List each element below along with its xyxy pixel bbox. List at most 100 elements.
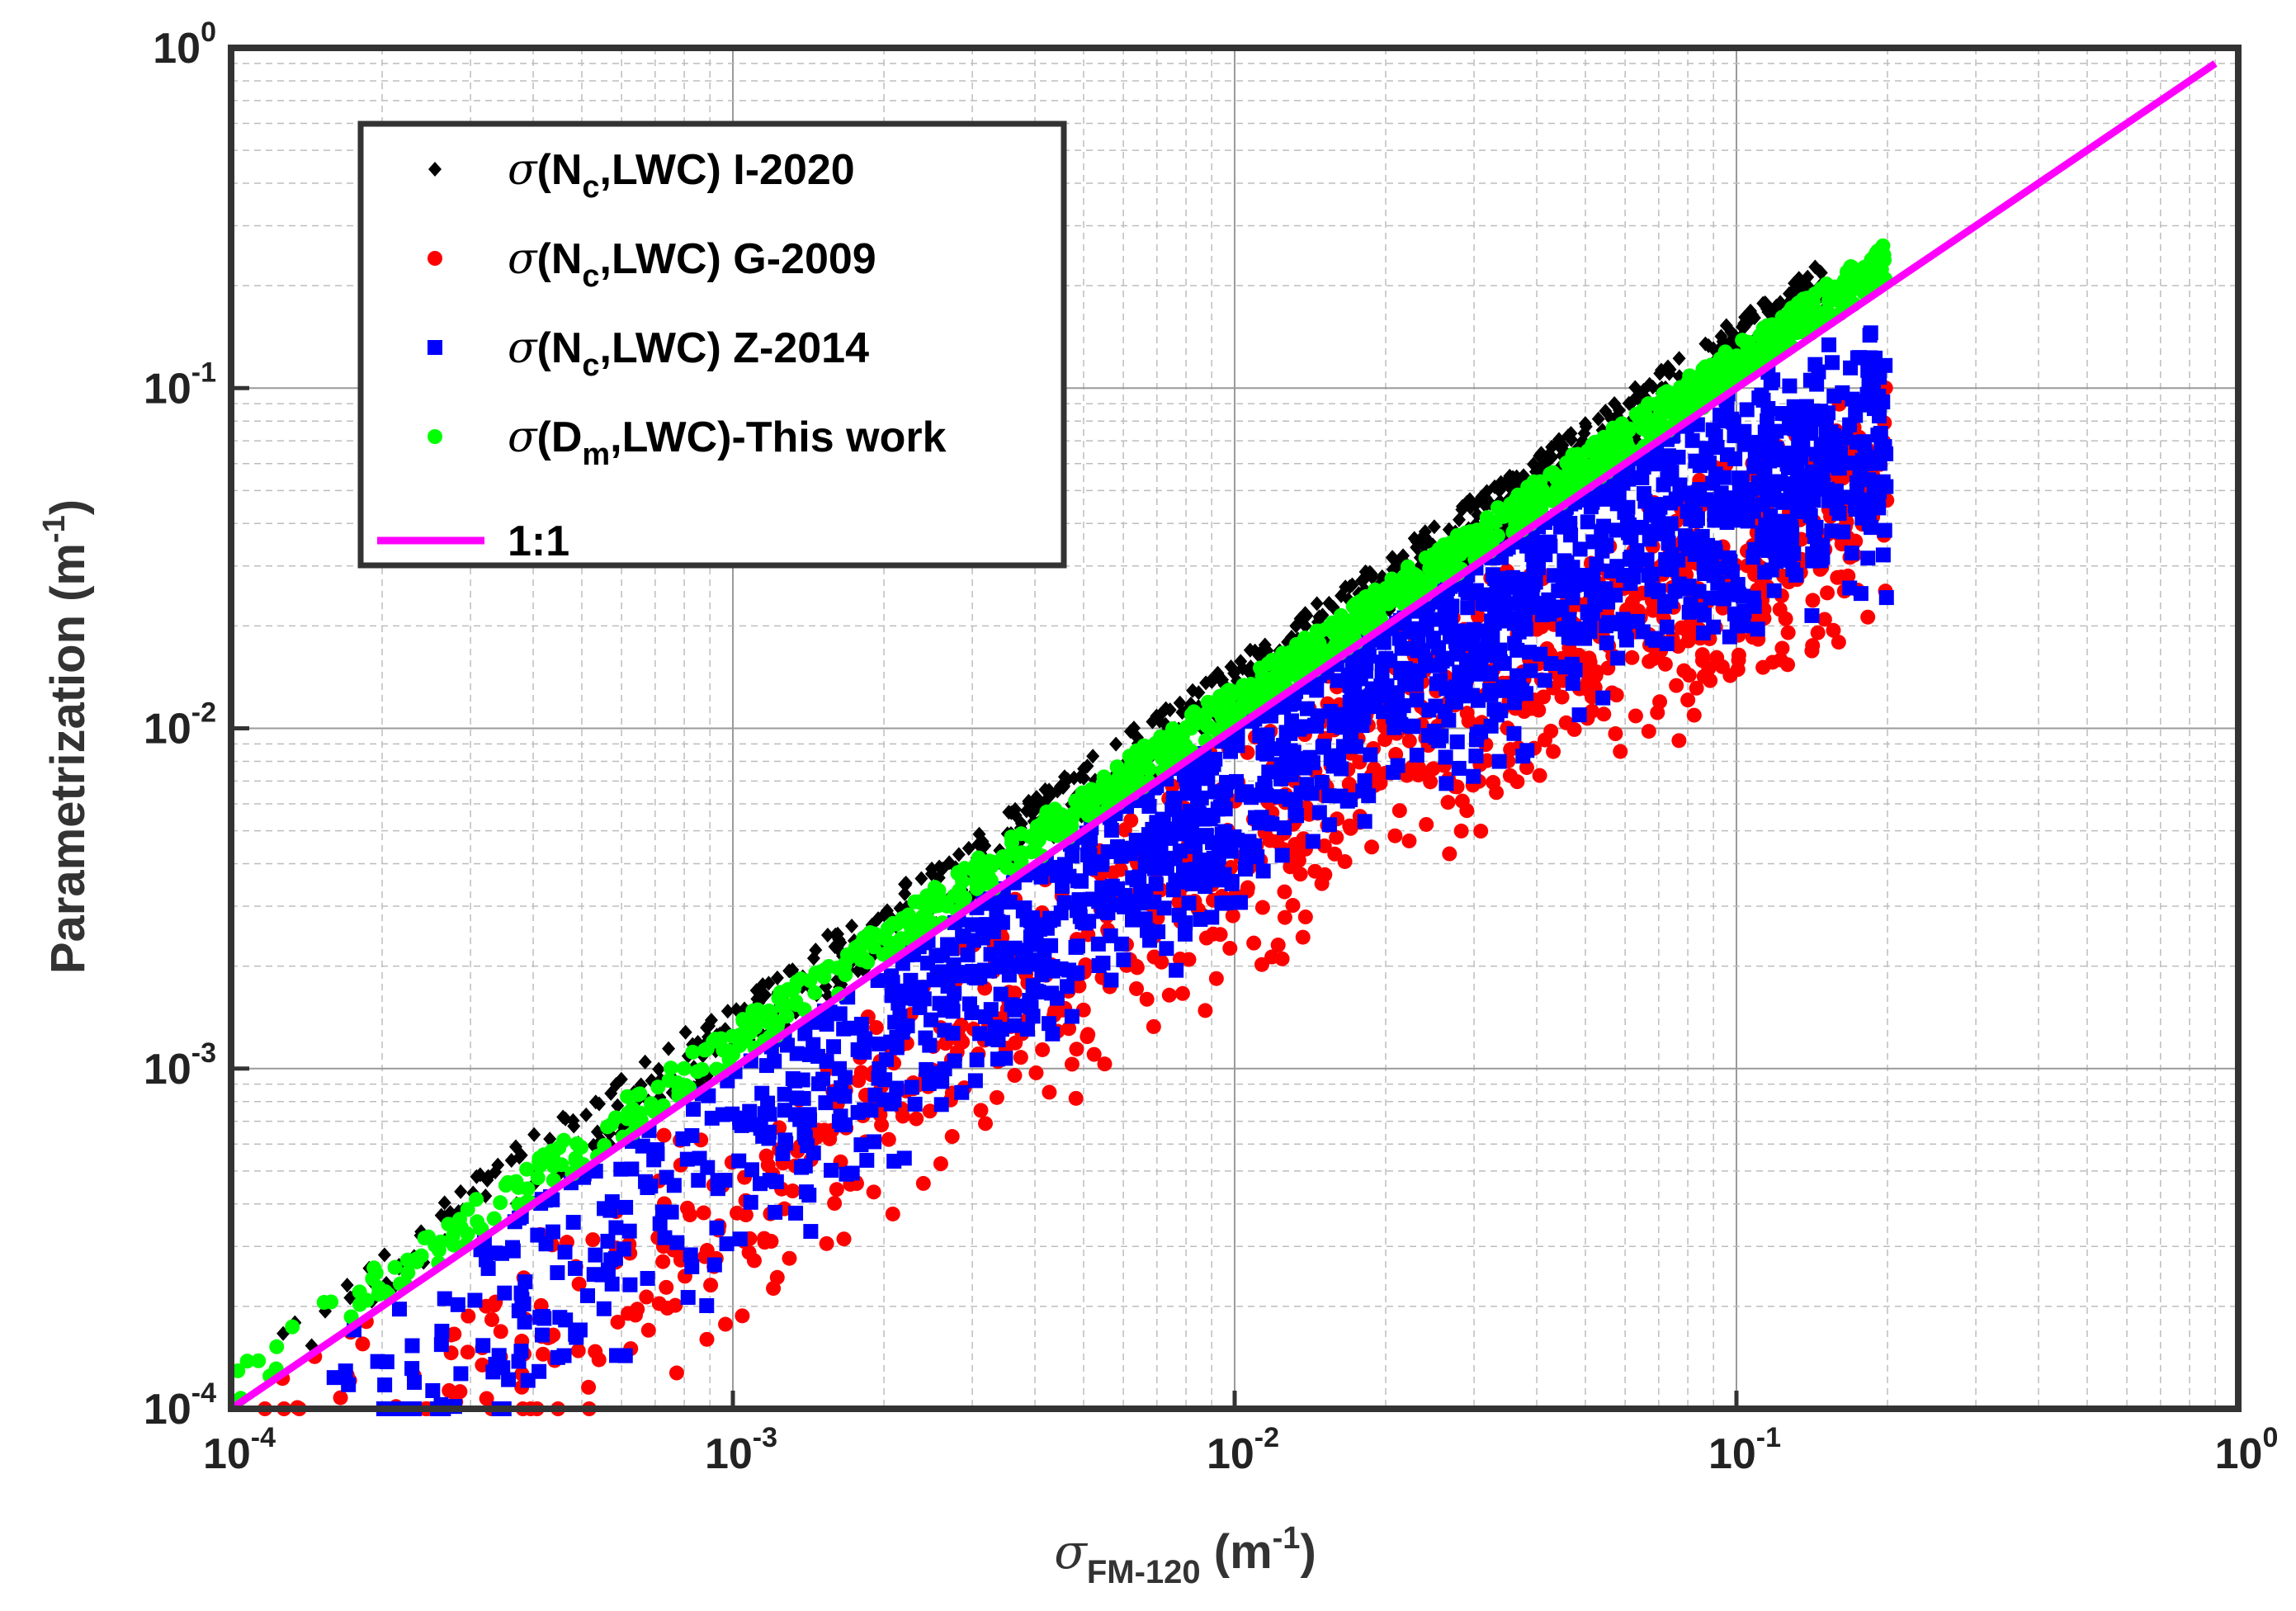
z-2014-point [867,1134,882,1150]
this-work-point [808,965,824,980]
i-2020-point [978,838,992,853]
g-2009-point [1377,732,1393,748]
z-2014-point [1782,445,1798,461]
this-work-point [1136,738,1152,754]
this-work-point [1720,364,1736,380]
this-work-point [1656,396,1671,412]
g-2009-point [1292,867,1308,882]
i-2020-point [1427,519,1441,535]
this-work-point [1137,755,1153,771]
z-2014-point [1536,602,1552,618]
z-2014-point [937,1061,952,1077]
g-2009-point [1676,663,1692,678]
g-2009-point [1502,768,1518,783]
g-2009-point [1628,708,1643,724]
z-2014-point [1582,614,1598,630]
z-2014-point [1344,656,1360,672]
z-2014-point [985,1031,1000,1046]
i-2020-point [579,1107,593,1122]
z-2014-point [1451,623,1467,639]
z-2014-point [1604,563,1619,579]
z-2014-point [850,1104,866,1120]
z-2014-point [928,948,944,964]
i-2020-point [1074,769,1088,785]
z-2014-point [1717,413,1733,429]
z-2014-point [1084,891,1100,907]
z-2014-point [1651,513,1666,528]
x-tick-label-exp: -3 [753,1422,777,1453]
z-2014-point [669,1235,685,1250]
g-2009-point [1582,654,1598,670]
this-work-point [955,873,971,889]
z-2014-point [1101,891,1117,906]
z-2014-point [1877,522,1892,538]
legend-label-post: ,LWC) G-2009 [600,235,876,283]
y-axis-label-exp: -1 [37,515,72,543]
this-work-point [531,1150,547,1166]
this-work-point [1481,531,1496,546]
z-2014-point [1873,425,1888,441]
this-work-point [1670,393,1685,409]
z-2014-point [1316,739,1332,754]
g-2009-point [1035,1042,1051,1057]
g-2009-point [621,1306,636,1321]
g-2009-point [1624,650,1640,665]
z-2014-point [1854,452,1870,468]
g-2009-point [1316,838,1332,853]
x-tick-label: 10-3 [705,1422,777,1478]
i-2020-point [1258,637,1272,653]
i-2020-point [1799,276,1813,291]
this-work-point [685,1044,701,1060]
this-work-point [1084,782,1099,797]
z-2014-point [1449,734,1465,749]
g-2009-point [1774,640,1790,656]
z-2014-point [1637,494,1653,509]
z-2014-point [801,1188,817,1203]
z-2014-point [501,1372,517,1387]
z-2014-point [1681,604,1697,620]
z-2014-point [1652,499,1668,515]
g-2009-point [1364,839,1380,855]
z-2014-point [1572,541,1588,557]
this-work-point [632,1105,648,1121]
z-2014-point [691,1173,706,1188]
g-2009-point [1473,824,1489,839]
z-2014-point [777,1103,792,1118]
z-2014-point [872,1036,887,1051]
z-2014-point [1311,805,1327,820]
g-2009-point [978,1116,994,1131]
i-2020-point [556,1109,570,1125]
this-work-point [1759,338,1774,353]
z-2014-point [1411,663,1427,678]
z-2014-point [1137,911,1153,927]
g-2009-point [1387,828,1403,843]
z-2014-point [907,1096,923,1112]
this-work-point [732,1028,748,1043]
z-2014-point [1277,820,1292,836]
g-2009-point [1042,1084,1057,1100]
this-work-point [1437,550,1453,565]
z-2014-point [1184,876,1200,891]
z-2014-point [1143,835,1159,851]
i-2020-point [662,1041,676,1056]
g-2009-point [1075,1002,1091,1018]
z-2014-point [1193,912,1208,928]
i-2020-point [720,1004,735,1019]
i-2020-point [1452,512,1466,527]
this-work-point [469,1192,484,1207]
z-2014-point [1663,516,1679,531]
z-2014-point [1394,660,1410,676]
z-2014-point [1362,690,1377,706]
this-work-point [919,900,934,916]
z-2014-point [1396,698,1411,714]
this-work-point [1427,565,1443,580]
z-2014-point [1530,560,1546,576]
z-2014-point [1609,496,1625,512]
z-2014-point [1610,650,1626,666]
z-2014-point [889,1080,905,1096]
z-2014-point [1506,725,1522,741]
z-2014-point [535,1309,550,1325]
this-work-point [1223,683,1239,698]
this-work-point [650,1080,666,1095]
g-2009-point [333,1390,348,1405]
